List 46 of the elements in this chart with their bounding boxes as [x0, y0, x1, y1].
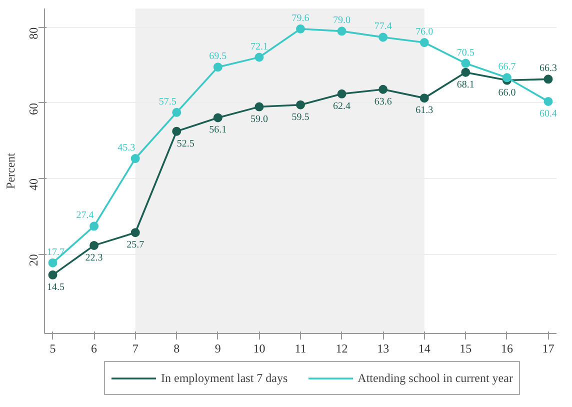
data-label: 66.0 — [498, 87, 516, 98]
data-label: 77.4 — [374, 21, 392, 32]
data-label: 79.6 — [292, 12, 310, 24]
x-tick-label: 10 — [253, 342, 266, 356]
x-tick-label: 14 — [418, 342, 430, 356]
x-tick-label: 8 — [174, 342, 180, 356]
y-axis-title: Percent — [4, 152, 18, 189]
data-label: 61.3 — [416, 105, 434, 116]
x-tick-label: 9 — [214, 342, 221, 356]
data-label: 76.0 — [416, 26, 434, 38]
data-label: 68.1 — [456, 79, 474, 90]
data-label: 59.0 — [250, 114, 268, 125]
y-tick-label: 60 — [26, 102, 40, 115]
x-tick-label: 15 — [460, 342, 472, 356]
data-label: 79.0 — [333, 15, 351, 26]
x-tick-label: 16 — [500, 342, 513, 356]
x-tick-label: 12 — [336, 342, 348, 356]
data-label: 56.1 — [209, 124, 227, 136]
data-label: 14.5 — [47, 282, 65, 293]
data-label: 69.5 — [209, 51, 227, 62]
x-tick-label: 13 — [377, 342, 390, 356]
y-tick-label: 20 — [26, 254, 40, 266]
data-label: 57.5 — [158, 96, 176, 108]
x-tick-label: 7 — [132, 342, 138, 356]
data-label: 66.7 — [498, 62, 516, 73]
data-label: 72.1 — [250, 41, 268, 52]
x-tick-label: 5 — [50, 342, 56, 356]
data-label: 60.4 — [539, 108, 557, 120]
data-label: 45.3 — [118, 142, 136, 154]
data-label: 27.4 — [76, 210, 94, 222]
data-label: 59.5 — [292, 112, 310, 123]
data-label: 17.7 — [47, 246, 65, 258]
data-label: 63.6 — [374, 96, 392, 108]
legend-label: In employment last 7 days — [161, 370, 288, 386]
y-tick-label: 40 — [26, 178, 40, 191]
data-label: 52.5 — [176, 138, 194, 150]
data-label: 66.3 — [539, 63, 557, 74]
x-tick-label: 17 — [542, 342, 554, 356]
data-label: 62.4 — [333, 100, 351, 112]
legend-label: Attending school in current year — [358, 370, 513, 386]
x-tick-label: 6 — [91, 342, 98, 356]
data-label: 70.5 — [456, 47, 474, 58]
data-label: 25.7 — [126, 240, 144, 251]
x-tick-label: 11 — [294, 342, 306, 356]
data-label: 22.3 — [85, 252, 103, 264]
y-tick-label: 80 — [26, 27, 40, 40]
